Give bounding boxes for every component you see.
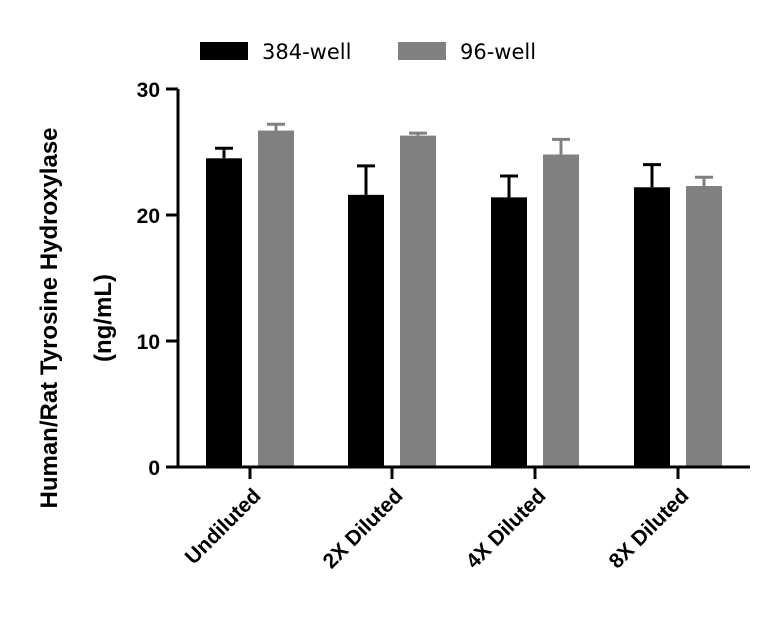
category-label: 8X Diluted: [605, 484, 694, 573]
y-axis-title-line2: (ng/mL): [90, 274, 117, 362]
legend-label: 96-well: [460, 40, 536, 64]
bar-96-well-4X Diluted: [543, 154, 579, 467]
bar-384-well-2X Diluted: [348, 194, 384, 467]
bar-96-well-2X Diluted: [400, 135, 436, 467]
category-label: 2X Diluted: [319, 484, 408, 573]
error-bar-96-well-4X Diluted: [552, 137, 570, 155]
y-ticks: 0 10 20 30: [137, 79, 178, 480]
bar-384-well-8X Diluted: [634, 187, 670, 467]
category-labels: Undiluted 2X Diluted 4X Diluted 8X Diluted: [181, 484, 694, 573]
y-tick-label: 30: [137, 79, 160, 102]
y-axis-title: Human/Rat Tyrosine Hydroxylase (ng/mL): [36, 127, 117, 508]
legend-swatch-384-well: [200, 42, 248, 60]
error-bar-384-well-2X Diluted: [357, 164, 375, 195]
y-tick-label: 0: [148, 457, 160, 480]
y-axis-title-line1: Human/Rat Tyrosine Hydroxylase: [36, 127, 63, 508]
bar-96-well-8X Diluted: [686, 186, 722, 467]
error-bar-96-well-Undiluted: [267, 122, 285, 131]
y-tick-label: 20: [137, 205, 160, 228]
legend: 384-well 96-well: [200, 40, 536, 64]
legend-label: 384-well: [262, 40, 351, 64]
axes: [166, 89, 750, 469]
bar-384-well-Undiluted: [206, 158, 242, 468]
y-tick-label: 10: [137, 331, 160, 354]
bar-384-well-4X Diluted: [491, 197, 527, 468]
error-bar-96-well-8X Diluted: [695, 175, 713, 187]
category-label: 4X Diluted: [462, 484, 551, 573]
error-bars: [215, 122, 713, 198]
bars: [206, 130, 722, 479]
category-label: Undiluted: [181, 484, 266, 569]
error-bar-384-well-8X Diluted: [643, 163, 661, 188]
bar-96-well-Undiluted: [258, 130, 294, 467]
legend-swatch-96-well: [398, 42, 446, 60]
error-bar-96-well-2X Diluted: [409, 131, 427, 136]
error-bar-384-well-4X Diluted: [500, 174, 518, 198]
error-bar-384-well-Undiluted: [215, 146, 233, 159]
